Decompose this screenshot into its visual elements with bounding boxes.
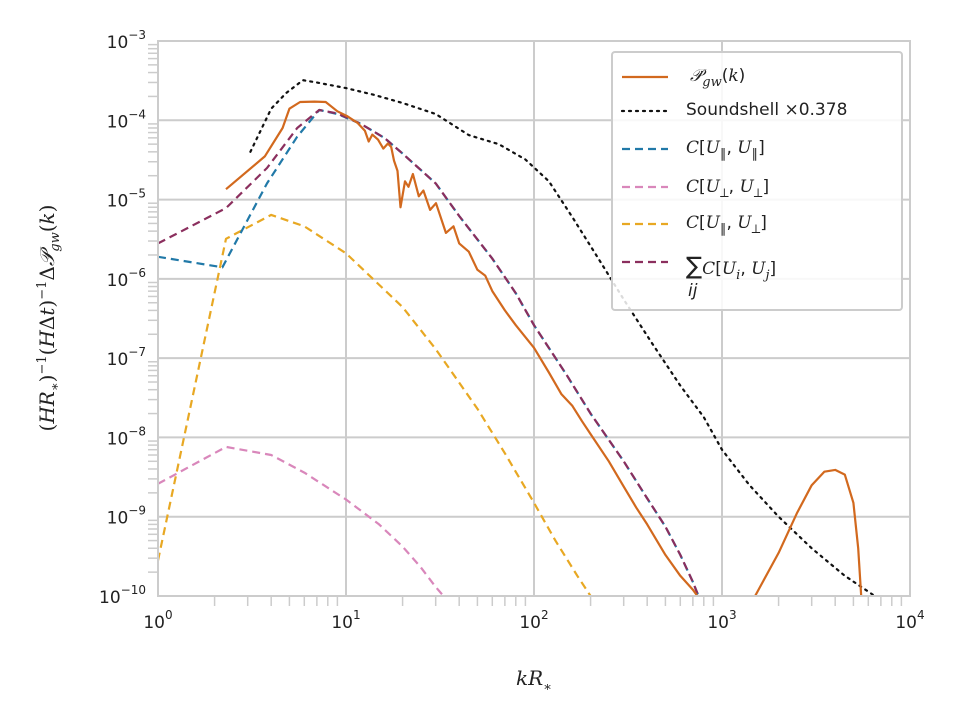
x-tick-label: 104 [895, 608, 924, 633]
series-layer [158, 79, 876, 596]
y-tick-label: 10−8 [107, 424, 146, 449]
series-line [225, 100, 699, 596]
series-line [249, 79, 876, 596]
x-tick-label: 102 [519, 608, 548, 633]
y-tick-label: 10−4 [107, 107, 146, 132]
y-tick-label: 10−9 [107, 504, 146, 529]
x-axis-label: kR∗ [516, 666, 552, 695]
y-tick-label: 10−10 [99, 583, 146, 608]
series-line [754, 468, 863, 596]
y-tick-label: 10−6 [107, 266, 146, 291]
legend: 𝒫̇gw(k) Soundshell ×0.378 C[U∥, U∥] C[U⟂… [611, 51, 903, 311]
y-tick-label: 10−5 [107, 187, 146, 212]
legend-label-sum-subscript: ij [688, 281, 698, 301]
x-tick-labels: 100 101 102 103 104 [143, 608, 924, 633]
series-line [158, 108, 700, 596]
legend-label-soundshell: Soundshell ×0.378 [686, 100, 847, 120]
series-line [158, 213, 592, 596]
legend-box [611, 51, 903, 311]
y-tick-labels: 10−10 10−9 10−8 10−7 10−6 10−5 10−4 10−3 [99, 28, 146, 608]
y-tick-label: 10−7 [107, 345, 146, 370]
minor-ticks [148, 43, 903, 606]
plot-frame [157, 40, 911, 597]
y-axis-label: (HR∗)−1(HΔt)−1Δ𝒫gw(k) [35, 205, 63, 432]
x-tick-label: 101 [331, 608, 360, 633]
x-tick-label: 103 [707, 608, 736, 633]
x-tick-label: 100 [143, 608, 172, 633]
y-tick-label: 10−3 [107, 28, 146, 53]
